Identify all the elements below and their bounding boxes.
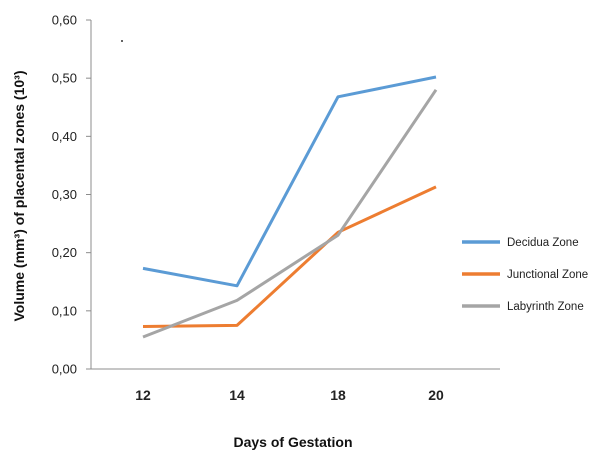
- x-tick-label: 14: [229, 387, 245, 403]
- stray-dot: [121, 40, 123, 42]
- y-tick-label: 0,50: [52, 71, 77, 86]
- x-axis-ticks: 12 14 18 20: [135, 387, 444, 403]
- legend-label-decidua-zone: Decidua Zone: [507, 237, 579, 249]
- y-tick-label: 0,60: [52, 13, 77, 28]
- series-lines: [142, 75, 438, 339]
- y-tick-label: 0,20: [52, 245, 77, 260]
- legend: Decidua Zone Junctional Zone Labyrinth Zon…: [462, 237, 588, 313]
- series-line-decidua-zone: [142, 75, 437, 288]
- y-tick-label: 0,00: [52, 362, 77, 377]
- legend-label-junctional-zone: Junctional Zone: [507, 269, 588, 281]
- x-tick-label: 20: [428, 387, 444, 403]
- y-tick-label: 0,30: [52, 187, 77, 202]
- legend-label-labyrinth-zone: Labyrinth Zone: [507, 301, 584, 313]
- x-axis-title: Days of Gestation: [233, 434, 352, 450]
- x-tick-label: 18: [330, 387, 346, 403]
- x-tick-label: 12: [135, 387, 151, 403]
- series-line-junctional-zone: [142, 185, 437, 328]
- y-tick-label: 0,10: [52, 303, 77, 318]
- y-tick-label: 0,40: [52, 129, 77, 144]
- y-axis-title: Volume (mm³) of placental zones (10³): [11, 71, 27, 322]
- y-axis-ticks: 0,00 0,10 0,20 0,30 0,40 0,50 0,60: [52, 13, 91, 377]
- series-line-labyrinth-zone: [142, 88, 438, 339]
